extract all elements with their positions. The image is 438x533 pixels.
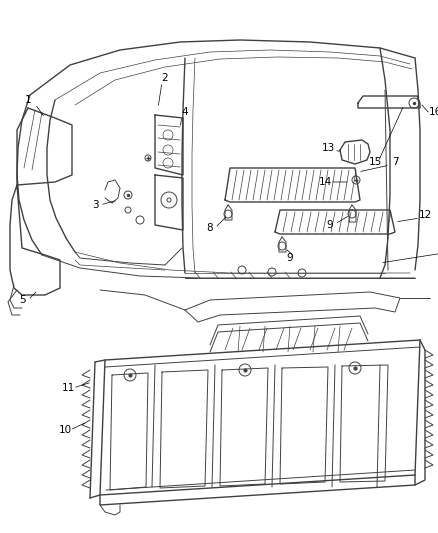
Text: 9: 9: [287, 253, 293, 263]
Text: 4: 4: [182, 107, 188, 117]
Text: 2: 2: [162, 73, 168, 83]
Text: 1: 1: [25, 95, 31, 105]
Text: 5: 5: [19, 295, 25, 305]
Text: 15: 15: [368, 157, 381, 167]
Text: 16: 16: [428, 107, 438, 117]
Text: 7: 7: [392, 157, 398, 167]
Text: 8: 8: [207, 223, 213, 233]
Circle shape: [167, 198, 171, 202]
Text: 10: 10: [58, 425, 71, 435]
Text: 3: 3: [92, 200, 98, 210]
Text: 14: 14: [318, 177, 332, 187]
Text: 11: 11: [61, 383, 74, 393]
Text: 9: 9: [327, 220, 333, 230]
Text: 13: 13: [321, 143, 335, 153]
Text: 12: 12: [418, 210, 431, 220]
